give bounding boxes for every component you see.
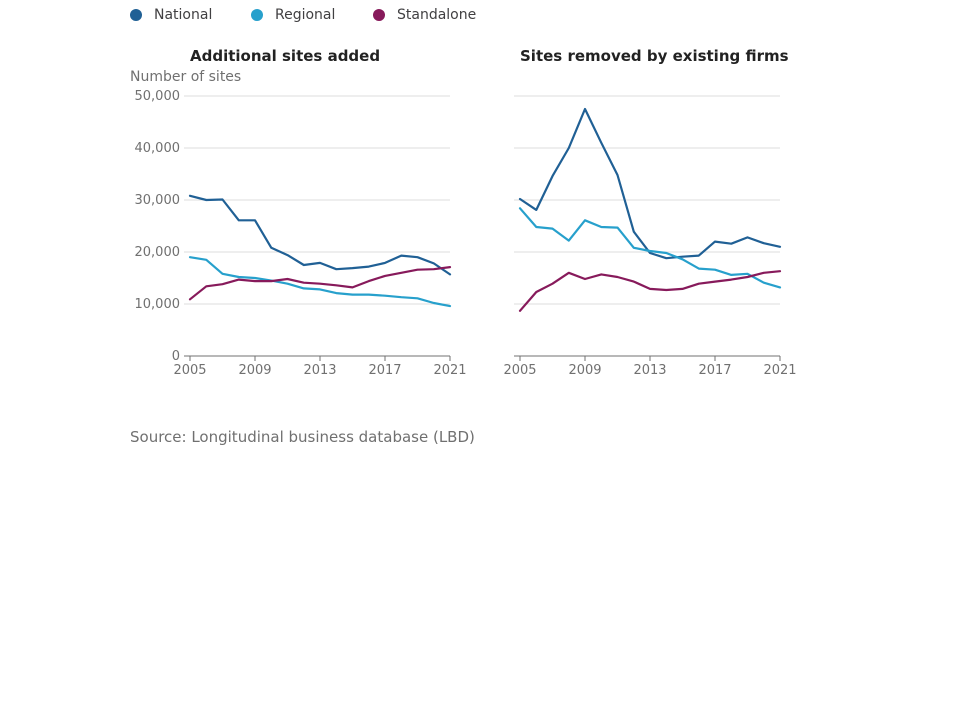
y-tick-label: 30,000 [135,193,181,208]
chart-panel-1: Additional sites added Number of sites 0 10… [130,47,467,378]
legend-swatch-standalone [373,9,385,21]
charts-canvas: Additional sites added Number of sites 0 10… [130,47,797,378]
y-tick-label: 50,000 [135,89,181,104]
chart-title: Sites removed by existing firms [520,47,789,65]
x-tick-label: 2021 [433,363,466,378]
series-line-national [188,194,452,276]
y-tick-label: 10,000 [135,297,181,312]
chart-title: Additional sites added [190,47,380,65]
y-tick-label: 0 [172,349,180,364]
x-tick-label: 2005 [173,363,206,378]
series-line-regional [518,207,782,289]
x-tick-label: 2009 [568,363,601,378]
x-tick-label: 2005 [503,363,536,378]
source-note: Source: Longitudinal business database (… [130,428,475,446]
legend-swatch-regional [251,9,263,21]
x-tick-label: 2017 [698,363,731,378]
x-tick-label: 2013 [303,363,336,378]
legend-item-regional: Regional [251,7,373,23]
series-line-national [518,107,782,260]
chart-panel-2: Sites removed by existing firms 2005 2009 2… [503,47,796,378]
y-axis-label: Number of sites [130,69,241,85]
series-line-standalone [518,270,782,312]
legend-item-standalone: Standalone [373,7,476,23]
y-tick-label: 20,000 [135,245,181,260]
x-tick-label: 2009 [238,363,271,378]
x-tick-label: 2021 [763,363,796,378]
legend-label-regional: Regional [275,7,336,23]
legend-item-national: National [130,7,251,23]
chart-legend: National Regional Standalone [130,7,476,23]
legend-swatch-national [130,9,142,21]
series-line-standalone [188,266,452,301]
y-tick-label: 40,000 [135,141,181,156]
series-line-regional [188,256,452,308]
x-tick-label: 2013 [633,363,666,378]
x-tick-label: 2017 [368,363,401,378]
legend-label-national: National [154,7,213,23]
legend-label-standalone: Standalone [397,7,477,23]
